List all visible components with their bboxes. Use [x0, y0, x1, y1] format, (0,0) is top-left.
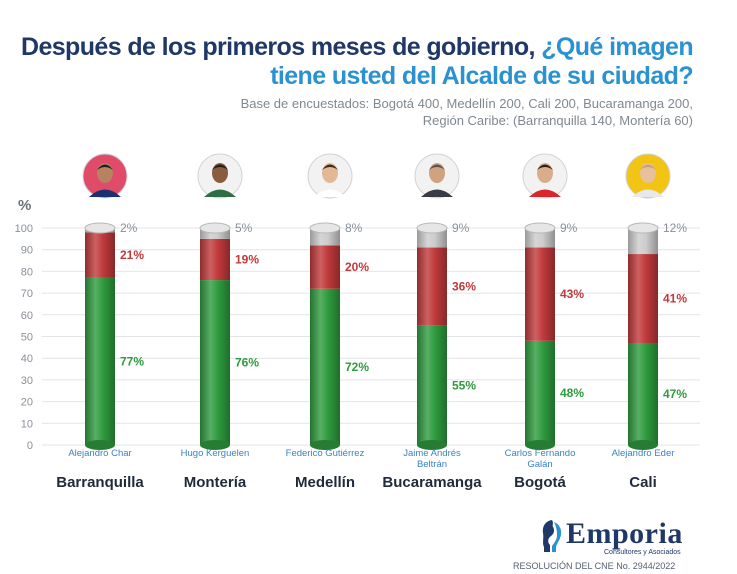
bar-segment — [417, 247, 447, 326]
mayor-photo-body — [204, 189, 236, 197]
bar-segment — [200, 238, 230, 281]
y-tick-label: 90 — [21, 245, 33, 257]
data-label: 76% — [235, 356, 259, 370]
mayor-name: Carlos Fernando — [505, 448, 576, 459]
mayor-photo-face — [537, 163, 553, 183]
bar-top-cap — [416, 222, 448, 234]
bar-segment — [628, 343, 658, 445]
mayor-name: Alejandro Char — [68, 448, 131, 459]
bar-bottom-cap — [525, 440, 555, 450]
bar-segment — [417, 325, 447, 445]
logo-tagline: Consultores y Asociados — [604, 549, 681, 556]
data-label: 12% — [663, 221, 687, 235]
data-label: 43% — [560, 287, 584, 301]
bar-segment — [417, 228, 447, 248]
mayor-photo-body — [632, 189, 664, 197]
mayor-photo-hair — [537, 164, 553, 170]
mayor-photo-body — [89, 189, 121, 197]
bar-top-cap — [627, 222, 659, 234]
city-label: Barranquilla — [56, 474, 144, 491]
bar-top-cap — [199, 222, 231, 234]
bar-segment — [525, 228, 555, 248]
y-tick-label: 100 — [15, 223, 33, 235]
mayor-photo-hair — [429, 164, 445, 170]
data-label: 19% — [235, 252, 259, 266]
subtitle-line-2: Región Caribe: (Barranquilla 140, Monter… — [422, 113, 693, 128]
chart-title-line-1: Después de los primeros meses de gobiern… — [21, 33, 694, 62]
y-tick-label: 70 — [21, 288, 33, 300]
mayor-photo-hair — [322, 164, 338, 170]
data-label: 72% — [345, 360, 369, 374]
mayor-name: Alejandro Eder — [612, 448, 675, 459]
city-label: Bogotá — [514, 474, 566, 491]
y-tick-label: 0 — [27, 440, 33, 452]
y-tick-label: 80 — [21, 266, 33, 278]
bar-bottom-cap — [628, 440, 658, 450]
mayor-photo-hair — [640, 164, 656, 170]
title-part-2: ¿Qué imagen — [541, 33, 693, 61]
mayor-photo-body — [421, 189, 453, 197]
logo-wordmark: Emporia — [566, 517, 683, 550]
data-label: 21% — [120, 248, 144, 262]
y-tick-label: 20 — [21, 397, 33, 409]
bar-top-cap — [309, 222, 341, 234]
y-axis-unit: % — [18, 197, 31, 214]
mayor-photo-body — [314, 189, 346, 197]
bar-bottom-cap — [200, 440, 230, 450]
chart-title-line-2: tiene usted del Alcalde de su ciudad? — [270, 62, 693, 90]
mayor-photo-face — [322, 163, 338, 183]
mayor-name: Federico Gutiérrez — [286, 448, 365, 459]
city-label: Montería — [184, 474, 247, 491]
bar-segment — [200, 280, 230, 445]
y-tick-label: 30 — [21, 375, 33, 387]
data-label: 77% — [120, 354, 144, 368]
mayor-photo-body — [529, 189, 561, 197]
bar-segment — [628, 254, 658, 344]
title-part-1: Después de los primeros meses de gobiern… — [21, 33, 535, 61]
data-label: 5% — [235, 221, 253, 235]
bar-bottom-cap — [85, 440, 115, 450]
bar-top-cap — [84, 222, 116, 234]
mayor-name: Galán — [527, 459, 552, 470]
bar-top-cap — [524, 222, 556, 234]
mayor-name: Hugo Kerguelen — [181, 448, 250, 459]
data-label: 8% — [345, 221, 363, 235]
mayor-photo-face — [640, 163, 656, 183]
city-label: Medellín — [295, 474, 355, 491]
bar-segment — [85, 232, 115, 278]
mayor-photo-face — [97, 163, 113, 183]
data-label: 41% — [663, 292, 687, 306]
cne-resolution: RESOLUCIÓN DEL CNE No. 2944/2022 — [513, 561, 676, 571]
y-tick-label: 60 — [21, 310, 33, 322]
city-label: Cali — [629, 474, 657, 491]
data-label: 9% — [452, 221, 470, 235]
bar-segment — [310, 245, 340, 289]
bar-bottom-cap — [417, 440, 447, 450]
bar-segment — [310, 288, 340, 445]
mayor-photo-hair — [97, 164, 113, 170]
bar-segment — [525, 247, 555, 341]
y-tick-label: 10 — [21, 418, 33, 430]
y-tick-label: 40 — [21, 353, 33, 365]
bar-segment — [85, 277, 115, 445]
emporia-logo-icon — [542, 520, 562, 552]
data-label: 9% — [560, 221, 578, 235]
mayor-photo-face — [429, 163, 445, 183]
mayor-name: Jaime Andrés — [403, 448, 461, 459]
bar-bottom-cap — [310, 440, 340, 450]
data-label: 2% — [120, 221, 138, 235]
data-label: 47% — [663, 387, 687, 401]
data-label: 20% — [345, 260, 369, 274]
city-label: Bucaramanga — [382, 474, 482, 491]
mayor-photo-face — [212, 163, 228, 183]
subtitle-line-1: Base de encuestados: Bogotá 400, Medellí… — [240, 96, 693, 111]
data-label: 36% — [452, 280, 476, 294]
mayor-photo-hair — [212, 164, 228, 170]
data-label: 55% — [452, 378, 476, 392]
y-tick-label: 50 — [21, 332, 33, 344]
data-label: 48% — [560, 386, 584, 400]
bar-segment — [525, 340, 555, 445]
mayor-name: Beltrán — [417, 459, 447, 470]
